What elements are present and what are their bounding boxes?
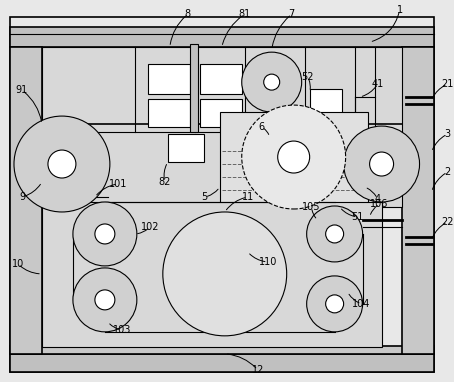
Circle shape bbox=[306, 276, 363, 332]
Circle shape bbox=[264, 74, 280, 90]
Bar bbox=[401, 47, 434, 354]
Bar bbox=[190, 44, 198, 132]
Text: 7: 7 bbox=[289, 9, 295, 19]
Text: 52: 52 bbox=[301, 72, 314, 82]
Text: 101: 101 bbox=[109, 179, 127, 189]
Text: 104: 104 bbox=[352, 299, 371, 309]
Circle shape bbox=[73, 202, 137, 266]
Text: 12: 12 bbox=[252, 365, 264, 375]
Text: 3: 3 bbox=[444, 129, 450, 139]
Circle shape bbox=[326, 225, 344, 243]
Bar bbox=[200, 99, 242, 127]
Text: 1: 1 bbox=[396, 5, 403, 15]
Text: 110: 110 bbox=[258, 257, 277, 267]
Circle shape bbox=[326, 295, 344, 313]
Text: 6: 6 bbox=[259, 122, 265, 132]
Circle shape bbox=[95, 224, 115, 244]
Circle shape bbox=[306, 206, 363, 262]
Text: 102: 102 bbox=[141, 222, 159, 232]
Bar bbox=[10, 47, 42, 354]
Circle shape bbox=[278, 141, 310, 173]
Text: 11: 11 bbox=[242, 192, 254, 202]
Bar bbox=[168, 134, 204, 162]
Circle shape bbox=[95, 290, 115, 310]
Text: 5: 5 bbox=[202, 192, 208, 202]
Circle shape bbox=[344, 126, 419, 202]
Bar bbox=[200, 64, 242, 94]
Circle shape bbox=[14, 116, 110, 212]
Bar bbox=[10, 354, 434, 372]
Bar bbox=[42, 47, 401, 207]
Bar bbox=[148, 99, 190, 127]
Circle shape bbox=[370, 152, 394, 176]
Text: 82: 82 bbox=[158, 177, 171, 187]
Bar bbox=[310, 89, 341, 124]
Bar bbox=[148, 64, 190, 94]
Text: 81: 81 bbox=[239, 9, 251, 19]
Bar bbox=[10, 27, 434, 47]
Text: 10: 10 bbox=[12, 259, 24, 269]
Text: 4: 4 bbox=[375, 194, 380, 204]
Circle shape bbox=[242, 105, 345, 209]
Text: 21: 21 bbox=[441, 79, 454, 89]
Text: 103: 103 bbox=[113, 325, 131, 335]
Bar bbox=[42, 202, 381, 347]
Text: 91: 91 bbox=[16, 85, 28, 95]
Text: 51: 51 bbox=[351, 212, 364, 222]
Circle shape bbox=[163, 212, 286, 336]
Circle shape bbox=[73, 268, 137, 332]
Text: 9: 9 bbox=[19, 192, 25, 202]
Text: 106: 106 bbox=[370, 199, 389, 209]
Text: 41: 41 bbox=[371, 79, 384, 89]
Bar bbox=[10, 346, 434, 354]
Circle shape bbox=[242, 52, 301, 112]
Text: 8: 8 bbox=[185, 9, 191, 19]
Text: 105: 105 bbox=[302, 202, 321, 212]
Text: 2: 2 bbox=[444, 167, 451, 177]
Bar bbox=[220, 112, 368, 207]
Circle shape bbox=[48, 150, 76, 178]
Text: 22: 22 bbox=[441, 217, 454, 227]
